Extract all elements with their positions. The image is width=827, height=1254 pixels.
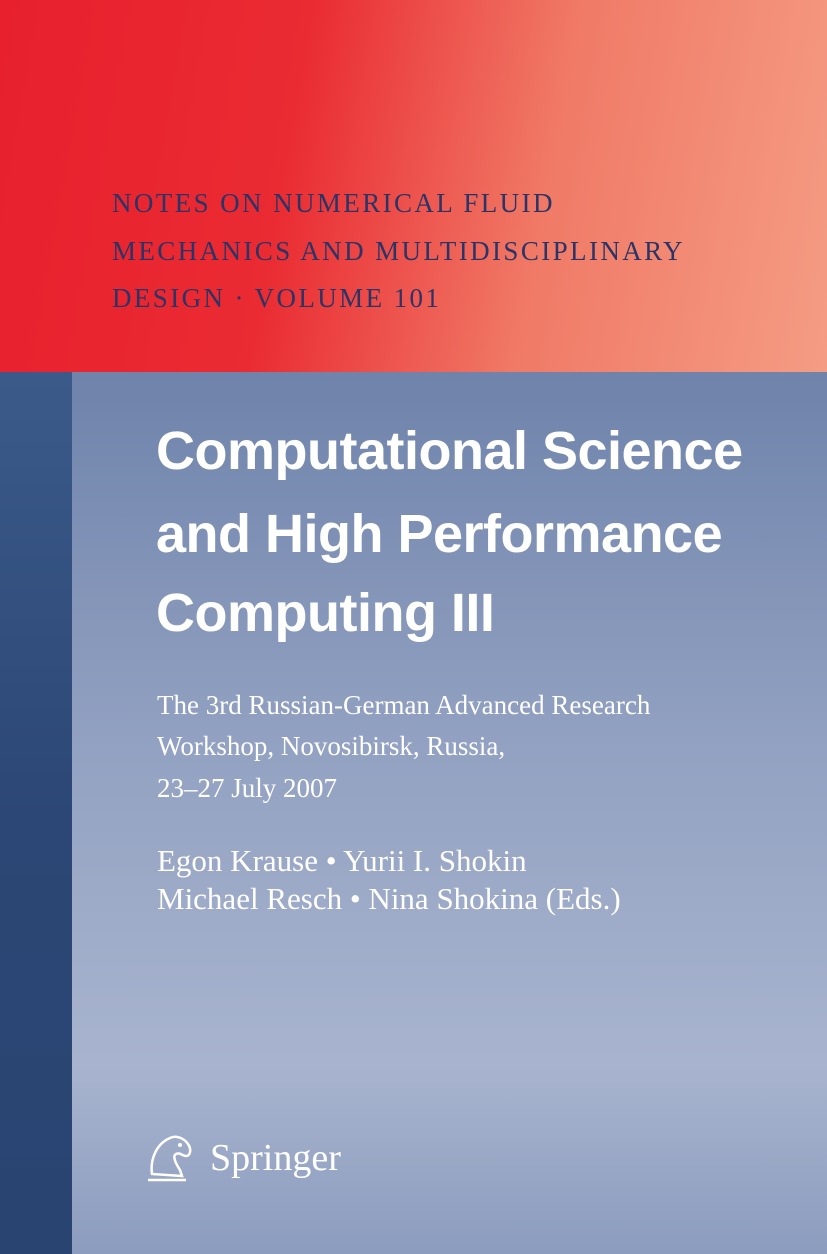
title-line: Computational Science bbox=[156, 421, 743, 481]
editors-line: Michael Resch • Nina Shokina (Eds.) bbox=[157, 881, 621, 916]
series-line: Mechanics and Multidisciplinary bbox=[112, 236, 685, 266]
title-line: Computing III bbox=[156, 583, 495, 643]
subtitle-line: Workshop, Novosibirsk, Russia, bbox=[157, 731, 506, 761]
title-line: and High Performance bbox=[156, 504, 723, 564]
publisher-logo bbox=[148, 1135, 192, 1182]
series-line: Design · Volume 101 bbox=[112, 283, 442, 313]
side-strip bbox=[0, 372, 72, 1254]
subtitle-line: 23–27 July 2007 bbox=[157, 773, 338, 803]
publisher-name: Springer bbox=[210, 1137, 341, 1179]
subtitle-line: The 3rd Russian-German Advanced Research bbox=[157, 690, 651, 720]
editors-line: Egon Krause • Yurii I. Shokin bbox=[157, 843, 527, 878]
series-line: Notes on Numerical Fluid bbox=[112, 188, 555, 218]
series-band bbox=[0, 0, 827, 372]
